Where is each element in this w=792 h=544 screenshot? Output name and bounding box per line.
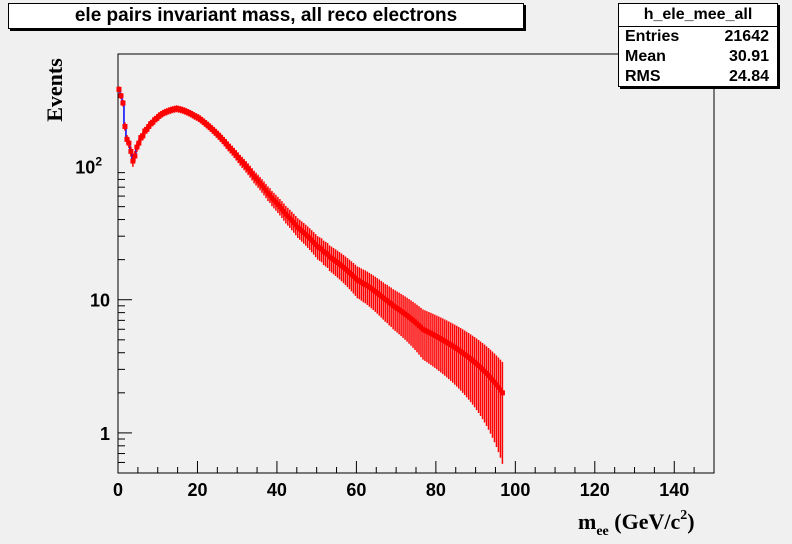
data-point — [495, 384, 501, 390]
data-point — [140, 133, 146, 139]
x-tick-label: 100 — [500, 480, 530, 500]
data-point — [118, 93, 124, 99]
data-point — [261, 185, 267, 191]
x-tick-label: 80 — [426, 480, 446, 500]
data-point — [263, 188, 269, 194]
data-point — [116, 86, 122, 92]
x-tick-label: 40 — [267, 480, 287, 500]
stats-value: 30.91 — [728, 48, 769, 65]
data-point — [122, 123, 128, 129]
stats-label: RMS — [625, 68, 661, 85]
data-point — [126, 140, 132, 146]
x-axis-label-unit: (GeV/c — [609, 509, 681, 534]
data-point — [281, 208, 287, 214]
data-point — [150, 119, 156, 125]
data-point — [325, 251, 331, 257]
data-point — [497, 387, 503, 393]
data-point — [144, 126, 150, 132]
data-point — [128, 148, 134, 154]
y-tick-label-exponent: 2 — [95, 155, 102, 169]
x-tick-label: 20 — [187, 480, 207, 500]
data-point — [267, 192, 273, 198]
stats-value: 24.84 — [728, 68, 769, 85]
stats-name: h_ele_mee_all — [619, 4, 777, 27]
data-point — [132, 153, 138, 159]
data-point — [146, 123, 152, 129]
data-point — [235, 154, 241, 160]
x-tick-label: 120 — [580, 480, 610, 500]
data-point — [124, 136, 130, 142]
plot-frame — [117, 53, 715, 474]
stats-value: 21642 — [724, 28, 770, 45]
data-point — [130, 158, 136, 164]
x-axis-label-close: ) — [687, 509, 694, 534]
x-axis-label-sub: ee — [596, 524, 608, 539]
data-point — [136, 140, 142, 146]
y-tick-label: 10 — [90, 291, 110, 311]
x-axis-label: mee (GeV/c2) — [578, 508, 695, 539]
x-tick-label: 140 — [659, 480, 689, 500]
stats-row-mean: Mean 30.91 — [619, 47, 777, 67]
stats-row-rms: RMS 24.84 — [619, 67, 777, 87]
data-point — [493, 382, 499, 388]
data-point — [134, 144, 140, 150]
stats-box: h_ele_mee_all Entries 21642 Mean 30.91 R… — [618, 3, 778, 87]
stats-label: Entries — [625, 28, 680, 45]
y-tick-label: 1 — [100, 424, 110, 444]
y-axis-label: Events — [42, 58, 67, 122]
x-tick-label: 0 — [113, 480, 123, 500]
data-point — [249, 171, 255, 177]
chart-title: ele pairs invariant mass, all reco elect… — [8, 3, 524, 29]
stats-row-entries: Entries 21642 — [619, 27, 777, 47]
data-point — [247, 168, 253, 174]
x-axis-label-sup: 2 — [680, 508, 687, 523]
y-tick-label: 102 — [75, 155, 102, 178]
data-point — [120, 100, 126, 106]
x-tick-label: 60 — [346, 480, 366, 500]
x-axis-label-main: m — [578, 509, 596, 534]
stats-label: Mean — [625, 48, 666, 65]
data-point — [499, 390, 505, 396]
